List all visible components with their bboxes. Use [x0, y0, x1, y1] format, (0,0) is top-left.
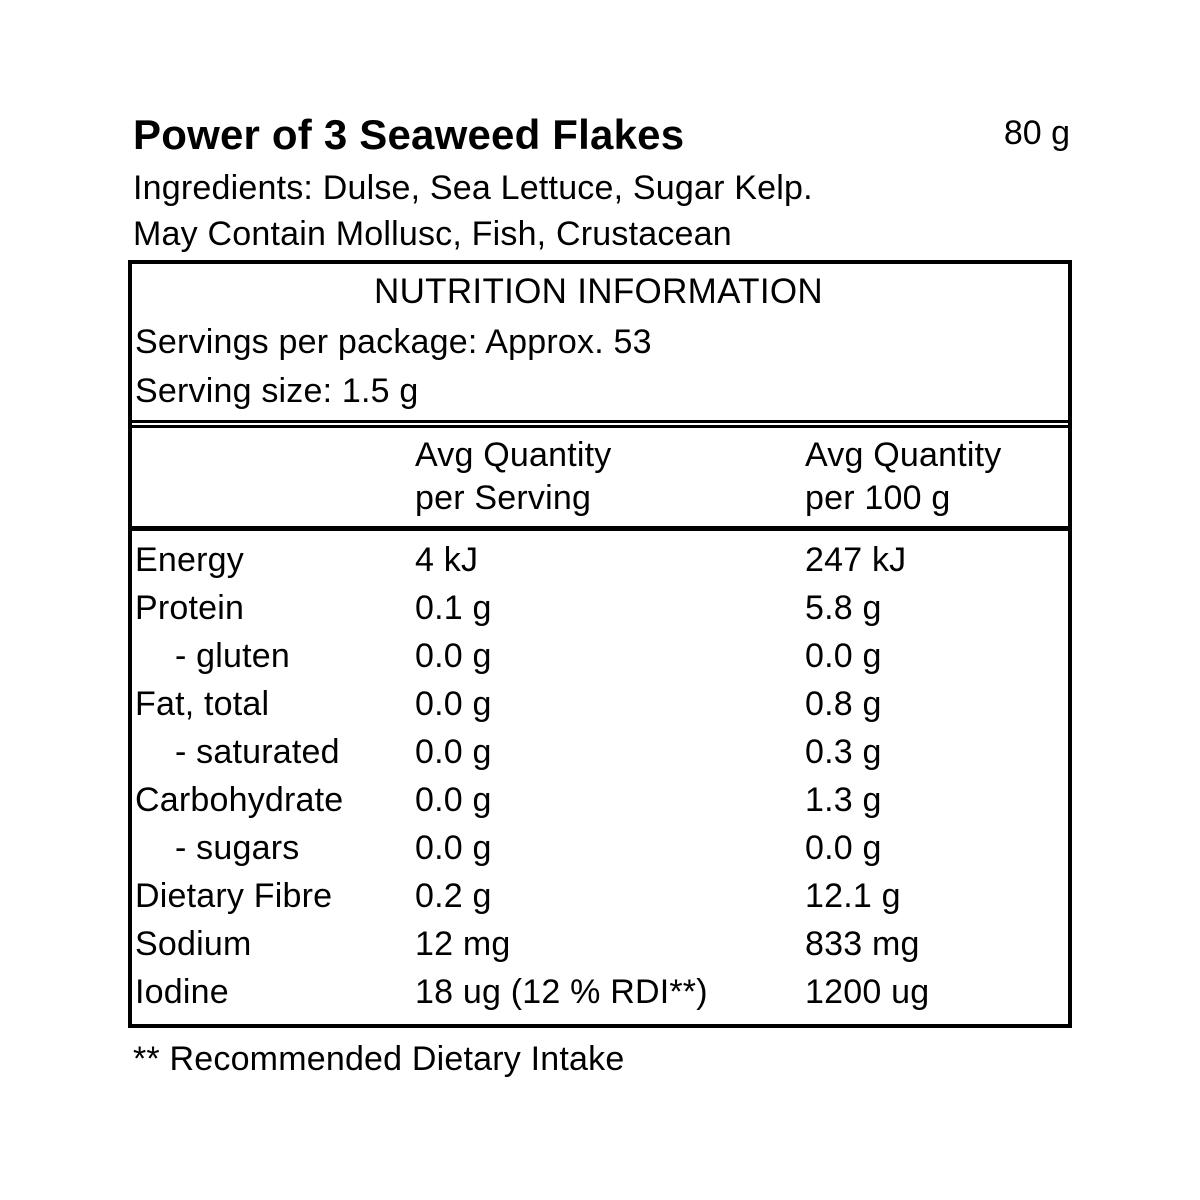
value-per-100g: 5.8 g [805, 589, 882, 627]
value-per-serving: 0.0 g [415, 781, 492, 819]
nutrient-row-carbohydrate: Carbohydrate 0.0 g 1.3 g [135, 776, 1068, 824]
value-per-serving: 0.0 g [415, 733, 492, 771]
nutrient-label: Carbohydrate [135, 781, 344, 819]
masthead: Power of 3 Seaweed Flakes 80 g [128, 110, 1072, 160]
value-per-serving: 0.0 g [415, 685, 492, 723]
value-per-100g: 1200 ug [805, 973, 930, 1011]
value-per-serving: 0.0 g [415, 829, 492, 867]
nutrient-label: Fat, total [135, 685, 270, 723]
value-per-100g: 0.0 g [805, 829, 882, 867]
table-title: NUTRITION INFORMATION [374, 272, 823, 311]
column-header-spacer [135, 434, 415, 520]
column-header-per-serving: Avg Quantity per Serving [415, 434, 805, 520]
nutrient-label: - gluten [175, 637, 291, 675]
value-per-serving: 0.1 g [415, 589, 492, 627]
nutrient-row-sugars: - sugars 0.0 g 0.0 g [135, 824, 1068, 872]
nutrient-row-dietary-fibre: Dietary Fibre 0.2 g 12.1 g [135, 872, 1068, 920]
nutrient-label: Energy [135, 541, 244, 579]
value-per-100g: 0.8 g [805, 685, 882, 723]
value-per-100g: 0.3 g [805, 733, 882, 771]
servings-per-package-line: Servings per package: Approx. 53 [135, 323, 652, 361]
value-per-100g: 247 kJ [805, 541, 907, 579]
value-per-100g: 12.1 g [805, 877, 901, 915]
nutrient-row-gluten: - gluten 0.0 g 0.0 g [135, 632, 1068, 680]
net-weight: 80 g [1003, 114, 1070, 152]
column-headers-row: Avg Quantity per Serving Avg Quantity pe… [132, 425, 1068, 531]
value-per-100g: 1.3 g [805, 781, 882, 819]
table-header-section: NUTRITION INFORMATION Servings per packa… [132, 264, 1068, 423]
nutrient-row-protein: Protein 0.1 g 5.8 g [135, 584, 1068, 632]
nutrient-row-saturated: - saturated 0.0 g 0.3 g [135, 728, 1068, 776]
value-per-serving: 0.0 g [415, 637, 492, 675]
value-per-100g: 0.0 g [805, 637, 882, 675]
nutrient-label: Dietary Fibre [135, 877, 333, 915]
nutrient-row-sodium: Sodium 12 mg 833 mg [135, 920, 1068, 968]
nutrient-rows: Energy 4 kJ 247 kJ Protein 0.1 g 5.8 g -… [132, 531, 1068, 1024]
rdi-footnote: ** Recommended Dietary Intake [133, 1040, 625, 1078]
column-header-per-100g: Avg Quantity per 100 g [805, 434, 1068, 520]
nutrient-label: Sodium [135, 925, 252, 963]
nutrition-label-page: Power of 3 Seaweed Flakes 80 g Ingredien… [128, 110, 1072, 1079]
nutrient-row-energy: Energy 4 kJ 247 kJ [135, 536, 1068, 584]
nutrient-label: - saturated [175, 733, 340, 771]
per-serving-header-line2: per Serving [415, 479, 592, 517]
per-serving-header-line1: Avg Quantity [415, 436, 612, 474]
product-title: Power of 3 Seaweed Flakes [133, 111, 685, 158]
nutrition-information-table: NUTRITION INFORMATION Servings per packa… [128, 260, 1072, 1028]
nutrient-label: Iodine [135, 973, 229, 1011]
nutrient-row-fat-total: Fat, total 0.0 g 0.8 g [135, 680, 1068, 728]
ingredients-line: Ingredients: Dulse, Sea Lettuce, Sugar K… [133, 169, 813, 207]
serving-size-line: Serving size: 1.5 g [135, 372, 419, 410]
per-100g-header-line2: per 100 g [805, 479, 951, 517]
per-100g-header-line1: Avg Quantity [805, 436, 1002, 474]
nutrient-label: Protein [135, 589, 245, 627]
value-per-serving: 4 kJ [415, 541, 479, 579]
value-per-100g: 833 mg [805, 925, 920, 963]
nutrient-label: - sugars [175, 829, 300, 867]
value-per-serving: 18 ug (12 % RDI**) [415, 973, 708, 1011]
nutrient-row-iodine: Iodine 18 ug (12 % RDI**) 1200 ug [135, 968, 1068, 1016]
allergen-warning-line: May Contain Mollusc, Fish, Crustacean [133, 215, 732, 253]
value-per-serving: 12 mg [415, 925, 511, 963]
value-per-serving: 0.2 g [415, 877, 492, 915]
